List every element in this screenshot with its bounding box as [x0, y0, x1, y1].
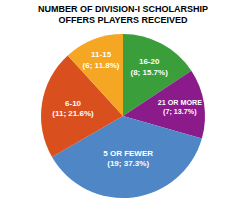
svg-text:5 OR FEWER(19; 37.3%): 5 OR FEWER(19; 37.3%) [103, 149, 153, 168]
svg-text:6-10(11; 21.6%): 6-10(11; 21.6%) [52, 99, 94, 118]
svg-text:11-15(6; 11.8%): 11-15(6; 11.8%) [83, 50, 120, 69]
svg-text:16-20(8; 15.7%): 16-20(8; 15.7%) [130, 57, 168, 76]
svg-text:NUMBER OF DIVISION-I SCHOLARSH: NUMBER OF DIVISION-I SCHOLARSHIPOFFERS P… [38, 4, 208, 26]
svg-text:21 OR MORE(7; 13.7%): 21 OR MORE(7; 13.7%) [158, 98, 203, 116]
